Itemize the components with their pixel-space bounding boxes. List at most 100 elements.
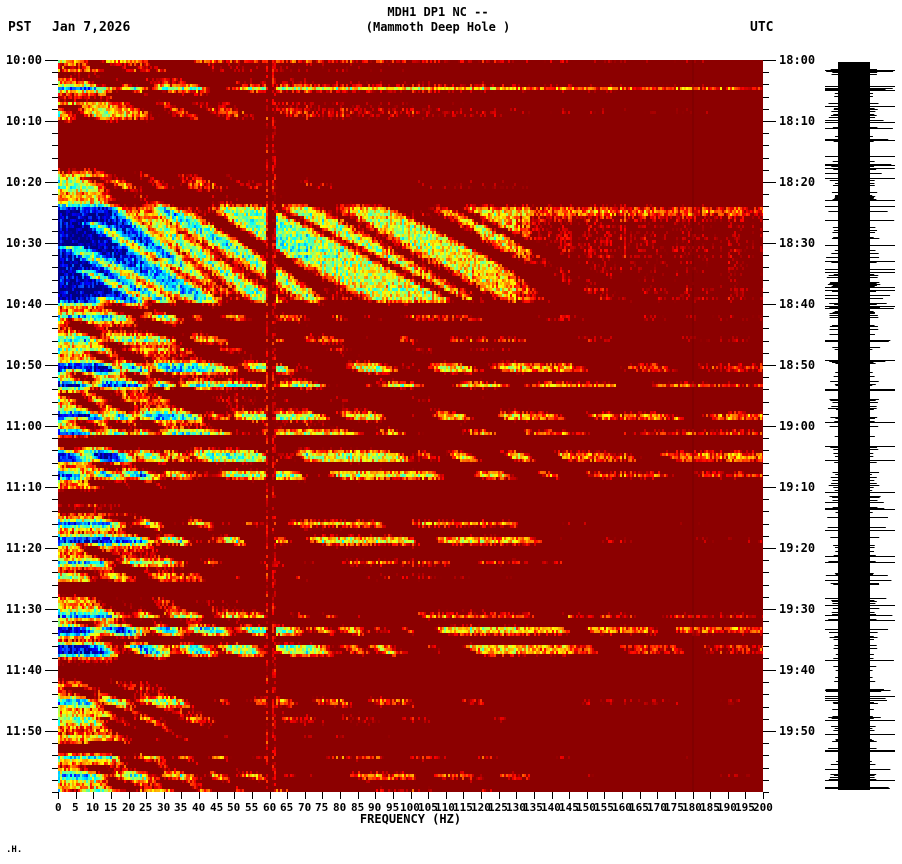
time-tick-left <box>52 389 58 390</box>
frequency-tick <box>446 792 447 799</box>
station-code-line: MDH1 DP1 NC -- <box>387 5 489 19</box>
time-tick-right <box>763 170 769 171</box>
time-tick-left <box>52 292 58 293</box>
time-tick-right <box>763 621 769 622</box>
spectrogram-plot[interactable] <box>58 60 763 792</box>
time-tick-right <box>763 450 769 451</box>
frequency-label: 50 <box>227 801 241 814</box>
time-tick-right <box>763 414 769 415</box>
time-label-utc: 18:50 <box>779 358 816 372</box>
frequency-label: 20 <box>122 801 136 814</box>
time-major-tick-right <box>763 243 776 244</box>
time-tick-right <box>763 97 769 98</box>
time-axis-left-pst: 10:00 10:10 10:20 10:30 10:40 10:50 11:00 11:10… <box>0 0 58 864</box>
frequency-label: 105 <box>418 801 438 814</box>
spectrogram-canvas[interactable] <box>58 60 763 792</box>
frequency-label: 180 <box>682 801 702 814</box>
time-tick-right <box>763 328 769 329</box>
time-label-utc: 19:10 <box>779 480 816 494</box>
time-label-utc: 18:40 <box>779 297 816 311</box>
time-major-tick-right <box>763 731 776 732</box>
frequency-tick <box>622 792 623 799</box>
frequency-tick <box>58 792 59 799</box>
frequency-tick <box>164 792 165 799</box>
time-tick-left <box>52 231 58 232</box>
frequency-tick <box>340 792 341 799</box>
time-major-tick-left <box>45 670 58 671</box>
frequency-label: 155 <box>594 801 614 814</box>
frequency-tick <box>463 792 464 799</box>
time-tick-left <box>52 658 58 659</box>
time-tick-right <box>763 206 769 207</box>
frequency-tick <box>252 792 253 799</box>
time-tick-left <box>52 316 58 317</box>
frequency-label: 40 <box>192 801 206 814</box>
frequency-tick <box>604 792 605 799</box>
time-tick-left <box>52 633 58 634</box>
time-label-utc: 18:10 <box>779 114 816 128</box>
time-label-utc: 19:20 <box>779 541 816 555</box>
time-label-pst: 11:00 <box>5 419 42 433</box>
time-major-tick-left <box>45 60 58 61</box>
time-tick-right <box>763 280 769 281</box>
time-tick-right <box>763 707 769 708</box>
time-tick-right <box>763 84 769 85</box>
frequency-tick <box>270 792 271 799</box>
time-tick-left <box>52 280 58 281</box>
timezone-label-right: UTC <box>750 20 774 35</box>
frequency-label: 55 <box>245 801 259 814</box>
frequency-label: 100 <box>400 801 420 814</box>
frequency-label: 130 <box>506 801 526 814</box>
frequency-label: 5 <box>72 801 79 814</box>
amplitude-trace-canvas <box>825 60 895 792</box>
time-tick-right <box>763 316 769 317</box>
page-title: MDH1 DP1 NC -- (Mammoth Deep Hole ) <box>258 5 618 35</box>
time-label-pst: 10:30 <box>5 236 42 250</box>
frequency-tick <box>322 792 323 799</box>
time-label-utc: 18:30 <box>779 236 816 250</box>
time-tick-left <box>52 682 58 683</box>
time-tick-left <box>52 755 58 756</box>
time-tick-right <box>763 109 769 110</box>
time-tick-right <box>763 755 769 756</box>
time-tick-left <box>52 536 58 537</box>
frequency-label: 120 <box>471 801 491 814</box>
frequency-tick <box>569 792 570 799</box>
time-major-tick-left <box>45 121 58 122</box>
time-major-tick-left <box>45 243 58 244</box>
frequency-axis-title: FREQUENCY (HZ) <box>359 812 462 826</box>
time-tick-right <box>763 438 769 439</box>
frequency-tick <box>76 792 77 799</box>
time-tick-left <box>52 84 58 85</box>
frequency-label: 90 <box>368 801 382 814</box>
frequency-tick <box>111 792 112 799</box>
frequency-tick <box>499 792 500 799</box>
frequency-label: 95 <box>386 801 400 814</box>
frequency-tick <box>358 792 359 799</box>
time-major-tick-right <box>763 487 776 488</box>
frequency-label: 10 <box>86 801 100 814</box>
time-major-tick-left <box>45 426 58 427</box>
time-tick-right <box>763 292 769 293</box>
time-tick-right <box>763 499 769 500</box>
time-tick-left <box>52 109 58 110</box>
time-major-tick-left <box>45 548 58 549</box>
frequency-tick <box>534 792 535 799</box>
station-name-line: (Mammoth Deep Hole ) <box>365 20 511 34</box>
frequency-label: 195 <box>735 801 755 814</box>
frequency-tick <box>552 792 553 799</box>
frequency-tick <box>640 792 641 799</box>
time-tick-right <box>763 682 769 683</box>
time-tick-right <box>763 231 769 232</box>
frequency-tick <box>287 792 288 799</box>
time-major-tick-right <box>763 548 776 549</box>
time-tick-right <box>763 267 769 268</box>
frequency-label: 185 <box>700 801 720 814</box>
time-tick-left <box>52 255 58 256</box>
frequency-label: 35 <box>174 801 188 814</box>
time-tick-right <box>763 633 769 634</box>
time-major-tick-right <box>763 182 776 183</box>
time-tick-right <box>763 560 769 561</box>
